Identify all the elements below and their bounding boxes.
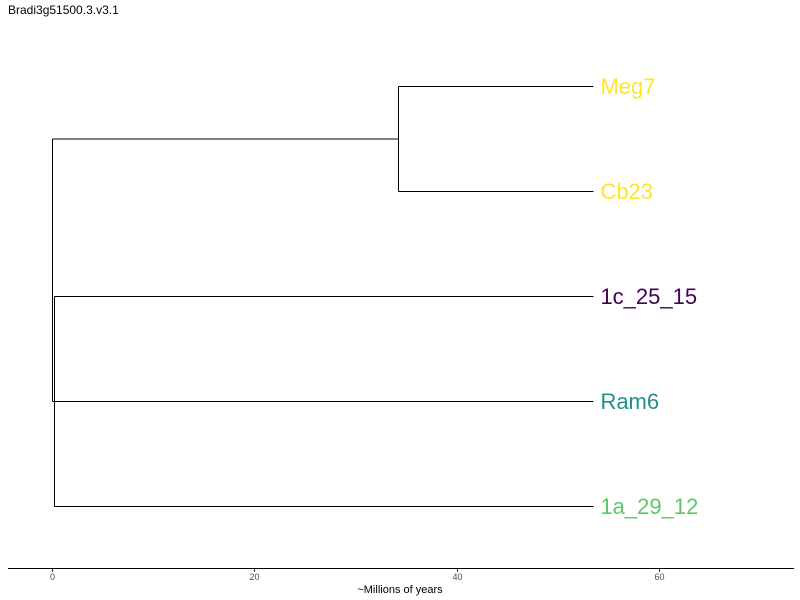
tree-branches [52, 86, 594, 507]
chart-title: Bradi3g51500.3.v3.1 [8, 3, 119, 17]
x-tick-label-60: 60 [654, 572, 664, 582]
leaf-label-1c_25_15: 1c_25_15 [600, 284, 697, 309]
x-axis-label: ~Millions of years [357, 584, 443, 596]
leaf-label-1a_29_12: 1a_29_12 [600, 494, 698, 519]
x-tick-label-40: 40 [452, 572, 462, 582]
x-axis: 0 20 40 60 ~Millions of years [8, 568, 794, 596]
x-tick-label-0: 0 [50, 572, 55, 582]
leaf-label-Meg7: Meg7 [600, 74, 655, 99]
leaf-label-Ram6: Ram6 [600, 389, 659, 414]
leaf-label-Cb23: Cb23 [600, 179, 653, 204]
x-axis-ticks: 0 20 40 60 [50, 569, 665, 582]
x-tick-label-20: 20 [249, 572, 259, 582]
leaf-labels: Meg7 Cb23 1c_25_15 Ram6 1a_29_12 [600, 74, 698, 519]
